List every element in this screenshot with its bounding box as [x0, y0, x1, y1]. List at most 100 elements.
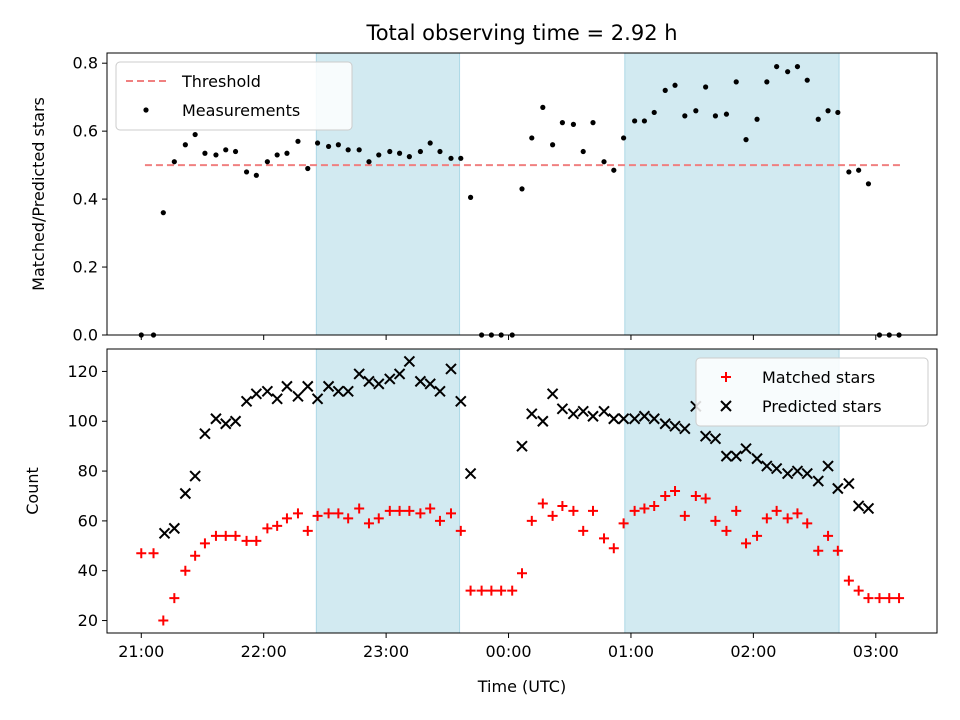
measurements-marker: [835, 109, 841, 116]
legend-label: Predicted stars: [762, 397, 882, 416]
matched-stars-marker: [180, 565, 191, 576]
measurements-marker: [376, 152, 382, 158]
matched-stars-marker: [690, 490, 701, 501]
predicted-stars-marker: [220, 418, 232, 430]
matched-stars-marker: [415, 508, 426, 519]
matched-stars-marker: [608, 543, 619, 554]
measurements-marker: [202, 150, 208, 156]
predicted-stars-marker: [526, 408, 538, 420]
predicted-stars-marker: [822, 460, 834, 472]
y-tick-label: 0.0: [73, 326, 98, 345]
x-tick-label: 00:00: [485, 642, 531, 661]
predicted-stars-marker: [546, 388, 559, 400]
measurements-marker: [846, 169, 852, 175]
measurements-marker: [672, 82, 678, 88]
measurements-marker: [785, 69, 791, 75]
matched-stars-marker: [465, 585, 476, 596]
matched-stars-marker: [220, 530, 231, 541]
legend-plus-swatch: [721, 372, 731, 382]
predicted-stars-marker: [740, 442, 752, 455]
chart-title: Total observing time = 2.92 h: [365, 21, 677, 45]
matched-stars-marker: [373, 513, 384, 524]
matched-stars-marker: [894, 593, 905, 604]
predicted-stars-marker: [434, 385, 446, 398]
legend-box: [695, 357, 929, 427]
predicted-stars-marker: [199, 427, 211, 440]
matched-stars-marker: [169, 593, 180, 604]
measurements-marker: [641, 118, 648, 124]
measurements-marker: [611, 167, 617, 173]
predicted-stars-marker: [628, 413, 641, 425]
measurements-marker: [621, 135, 627, 141]
top-panel: 0.0 0.2 0.4 0.6 0.8 Matched/Predicted stars Th…: [29, 52, 938, 345]
matched-stars-marker: [323, 508, 334, 519]
matched-stars-marker: [241, 535, 252, 546]
matched-stars-marker: [190, 550, 201, 561]
measurements-marker: [171, 159, 177, 165]
predicted-stars-marker: [598, 405, 610, 417]
matched-stars-marker: [649, 500, 660, 511]
matched-stars-marker: [721, 525, 732, 536]
predicted-stars-marker: [638, 410, 651, 422]
legend: Threshold Measurements: [115, 61, 353, 131]
measurements-marker: [632, 118, 638, 124]
predicted-stars-marker: [751, 452, 763, 465]
measurements-marker: [712, 113, 719, 119]
matched-stars-marker: [486, 585, 497, 596]
predicted-stars-marker: [363, 375, 375, 388]
matched-stars-marker: [782, 513, 793, 524]
predicted-stars-marker: [648, 413, 660, 425]
matched-stars-marker: [281, 513, 292, 524]
predicted-stars-marker: [516, 440, 528, 452]
matched-stars-marker: [394, 505, 405, 516]
measurements-marker: [815, 116, 821, 122]
predicted-stars-marker: [862, 502, 875, 515]
matched-stars-marker: [292, 508, 303, 519]
matched-stars-marker: [710, 515, 721, 526]
matched-stars-marker: [404, 505, 415, 516]
predicted-stars-marker: [781, 467, 794, 480]
y-tick-label: 100: [67, 412, 98, 431]
measurements-marker: [682, 113, 688, 119]
matched-stars-marker: [731, 505, 742, 516]
measurements-marker: [274, 152, 280, 158]
predicted-stars-marker: [158, 527, 171, 540]
measurements-marker: [662, 87, 668, 93]
y-tick-label: 20: [78, 611, 98, 630]
x-tick-label: 01:00: [608, 642, 654, 661]
measurements-marker: [314, 140, 321, 146]
predicted-stars-marker: [852, 500, 865, 512]
predicted-stars-marker: [281, 380, 293, 393]
measurements-marker: [232, 148, 239, 155]
predicted-stars-marker: [322, 380, 335, 393]
x-tick-label: 03:00: [853, 642, 899, 661]
matched-stars-marker: [832, 545, 843, 556]
legend-label: Threshold: [181, 72, 261, 91]
matched-stars-marker: [354, 503, 365, 514]
measurements-marker: [550, 142, 556, 148]
measurements-marker: [366, 159, 372, 165]
measurements-marker: [223, 147, 229, 153]
measurements-marker: [335, 142, 341, 148]
matched-stars-marker: [272, 520, 283, 531]
predicted-stars-marker: [414, 375, 427, 388]
matched-stars-marker: [639, 503, 650, 514]
measurements-marker: [570, 121, 577, 127]
predicted-stars-marker: [709, 432, 722, 445]
matched-stars-marker: [363, 518, 374, 529]
matched-stars-marker: [863, 593, 874, 604]
matched-stars-marker: [302, 525, 313, 536]
predicted-stars-marker: [261, 385, 274, 398]
predicted-stars-marker: [271, 393, 283, 405]
matched-stars-marker: [476, 585, 487, 596]
matched-stars-marker: [578, 525, 589, 536]
matched-stars-marker: [507, 585, 518, 596]
legend-measurements-swatch: [143, 107, 149, 113]
x-tick-label: 02:00: [730, 642, 776, 661]
predicted-stars-marker: [537, 415, 549, 427]
matched-stars-marker: [843, 575, 854, 586]
matched-stars-marker: [588, 505, 599, 516]
x-tick-label: 21:00: [118, 642, 164, 661]
measurements-marker: [437, 148, 443, 155]
predicted-stars-marker: [424, 378, 436, 390]
